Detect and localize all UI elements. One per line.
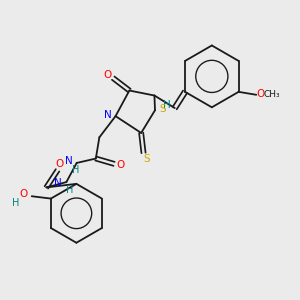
Text: S: S — [160, 104, 166, 114]
Text: H: H — [12, 198, 19, 208]
Text: N: N — [64, 156, 72, 166]
Text: CH₃: CH₃ — [263, 90, 280, 99]
Text: O: O — [256, 89, 265, 99]
Text: N: N — [104, 110, 112, 120]
Text: O: O — [116, 160, 125, 170]
Text: O: O — [55, 159, 63, 169]
Text: H: H — [66, 185, 74, 195]
Text: O: O — [104, 70, 112, 80]
Text: S: S — [143, 154, 150, 164]
Text: N: N — [54, 178, 62, 188]
Text: H: H — [71, 165, 79, 175]
Text: H: H — [163, 100, 170, 110]
Text: O: O — [20, 189, 28, 199]
